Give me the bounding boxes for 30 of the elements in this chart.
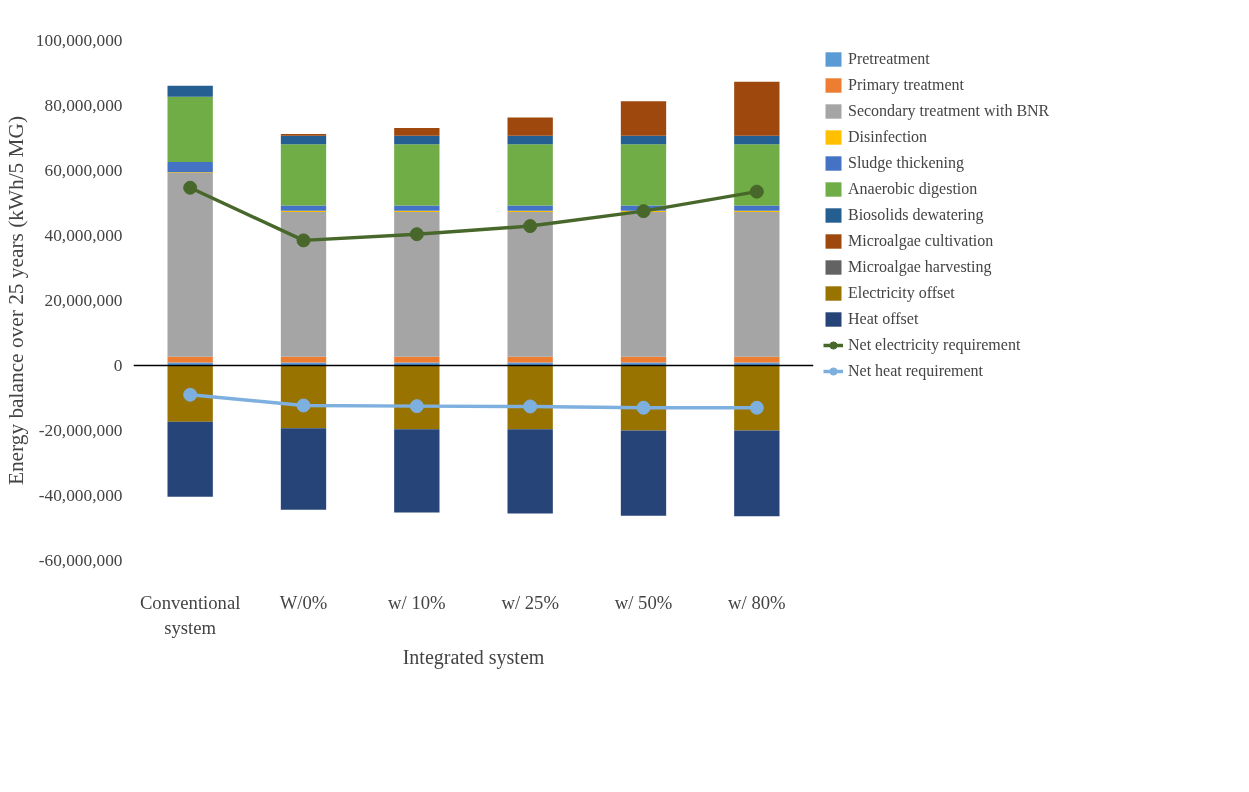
y-tick-label: 0 <box>113 356 123 375</box>
x-tick-label: w/ 50% <box>614 591 673 613</box>
legend-label: Pretreatment <box>848 50 930 68</box>
x-tick-label: w/ 10% <box>388 591 446 613</box>
text: Integrated system <box>402 645 545 669</box>
y-tick-label: -40,000,000 <box>38 486 123 505</box>
legend-label: Microalgae harvesting <box>848 258 992 276</box>
y-tick-label: 40,000,000 <box>44 226 123 245</box>
legend-label: Anaerobic digestion <box>848 180 978 198</box>
y-tick-label: 20,000,000 <box>44 291 123 310</box>
x-tick-label: w/ 80% <box>728 591 786 613</box>
y-tick-label: -20,000,000 <box>38 421 123 440</box>
x-tick-label: W/0% <box>279 591 328 613</box>
y-tick-label: 80,000,000 <box>44 96 123 115</box>
x-tick-label: w/ 25% <box>501 591 559 613</box>
y-tick-label: 60,000,000 <box>44 161 123 180</box>
x-tick-label: Conventional system <box>139 591 241 638</box>
legend-label: Heat offset <box>848 310 919 328</box>
legend-label: Sludge thickening <box>848 154 964 172</box>
y-tick-label: -60,000,000 <box>38 551 123 570</box>
legend-label: Secondary treatment with BNR <box>848 102 1050 120</box>
legend-label: Disinfection <box>848 128 928 146</box>
legend-label: Electricity offset <box>848 284 955 302</box>
y-tick-label: 100,000,000 <box>35 31 123 50</box>
legend-label: Biosolids dewatering <box>848 206 984 224</box>
y-axis-title: Energy balance over 25 years (kWh/5 MG) <box>3 115 28 486</box>
legend-label: Net heat requirement <box>848 362 984 380</box>
legend-label: Primary treatment <box>848 76 964 94</box>
legend-label: Microalgae cultivation <box>848 232 994 250</box>
legend-label: Net electricity requirement <box>848 336 1021 354</box>
